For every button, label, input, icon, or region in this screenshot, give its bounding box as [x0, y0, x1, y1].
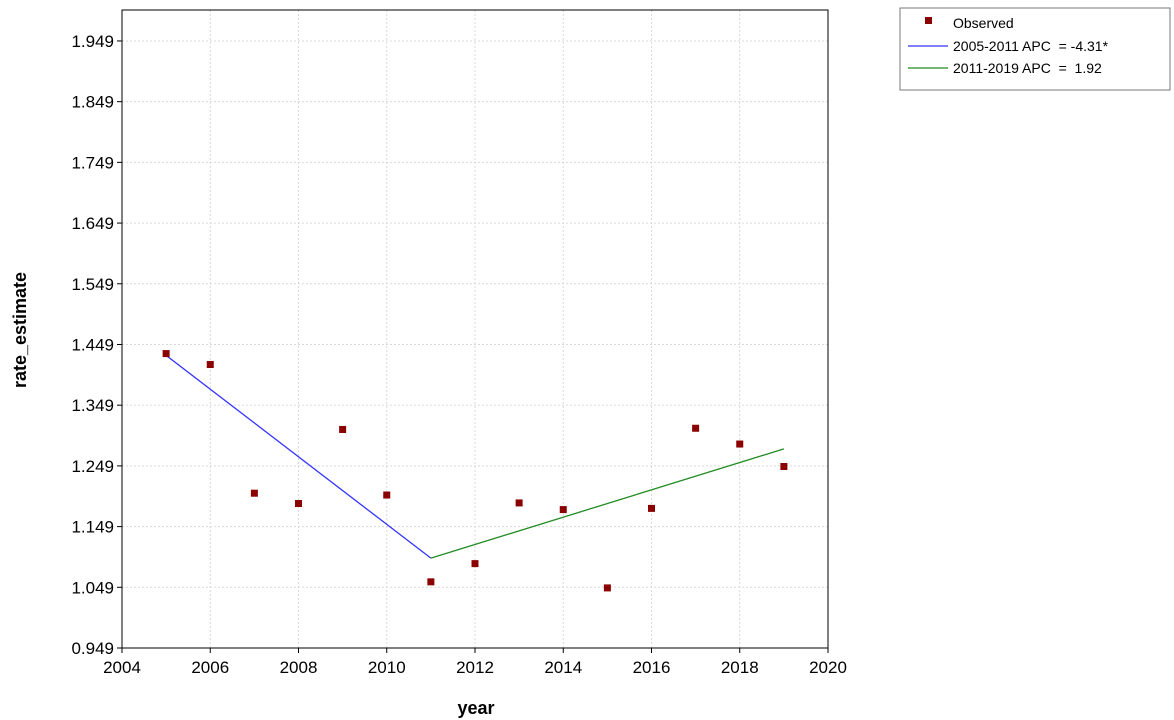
legend-observed-label: Observed [953, 15, 1014, 31]
plot-frame [121, 9, 829, 649]
observed-point [162, 350, 170, 358]
y-tick-label: 1.249 [71, 457, 114, 476]
trend-line-1 [165, 354, 432, 559]
observed-point [206, 361, 214, 369]
x-tick-label: 2016 [633, 658, 671, 677]
x-axis-title: year [457, 698, 494, 718]
observed-point [295, 500, 302, 508]
y-tick-label: 1.549 [71, 275, 114, 294]
x-tick-label: 2018 [721, 658, 759, 677]
x-tick-label: 2012 [456, 658, 494, 677]
legend-box [899, 7, 1171, 91]
x-axis-ticks: 2004 2006 2008 2010 2012 2014 2016 2018 2020 [103, 648, 847, 677]
legend: Observed 2005-2011 APC = -4.31* 2011-201… [899, 7, 1171, 91]
y-tick-label: 1.949 [71, 32, 114, 51]
observed-point [339, 425, 347, 433]
observed-point [648, 504, 655, 512]
observed-point [780, 462, 788, 470]
trend-lines [165, 354, 785, 559]
observed-point [471, 560, 479, 568]
legend-series-1-label: 2005-2011 APC = -4.31* [953, 38, 1109, 54]
x-tick-label: 2008 [280, 658, 318, 677]
x-tick-label: 2014 [544, 658, 582, 677]
observed-point [427, 578, 435, 586]
legend-observed-marker [925, 17, 932, 24]
y-tick-label: 1.349 [71, 396, 114, 415]
y-axis-title: rate_estimate [10, 272, 30, 388]
y-tick-label: 0.949 [71, 639, 114, 658]
x-tick-label: 2020 [809, 658, 847, 677]
y-tick-label: 1.149 [71, 518, 114, 537]
y-tick-label: 1.449 [71, 335, 114, 354]
x-tick-label: 2004 [103, 658, 141, 677]
observed-point [250, 489, 258, 497]
observed-points [162, 350, 788, 592]
observed-point [383, 491, 391, 499]
y-tick-label: 1.749 [71, 153, 114, 172]
x-tick-label: 2006 [191, 658, 229, 677]
x-tick-label: 2010 [368, 658, 406, 677]
observed-point [603, 584, 611, 592]
y-tick-label: 1.649 [71, 214, 114, 233]
y-tick-label: 1.049 [71, 578, 114, 597]
grid [121, 10, 829, 649]
y-axis-ticks: 0.949 1.049 1.149 1.249 1.349 1.449 1.549 1.649… [71, 32, 122, 658]
y-tick-label: 1.849 [71, 93, 114, 112]
observed-point [736, 440, 744, 448]
legend-series-2-label: 2011-2019 APC = 1.92 [953, 60, 1102, 76]
observed-point [559, 506, 567, 514]
observed-point [692, 424, 700, 432]
trend-line-2 [430, 448, 785, 559]
observed-point [515, 499, 523, 507]
